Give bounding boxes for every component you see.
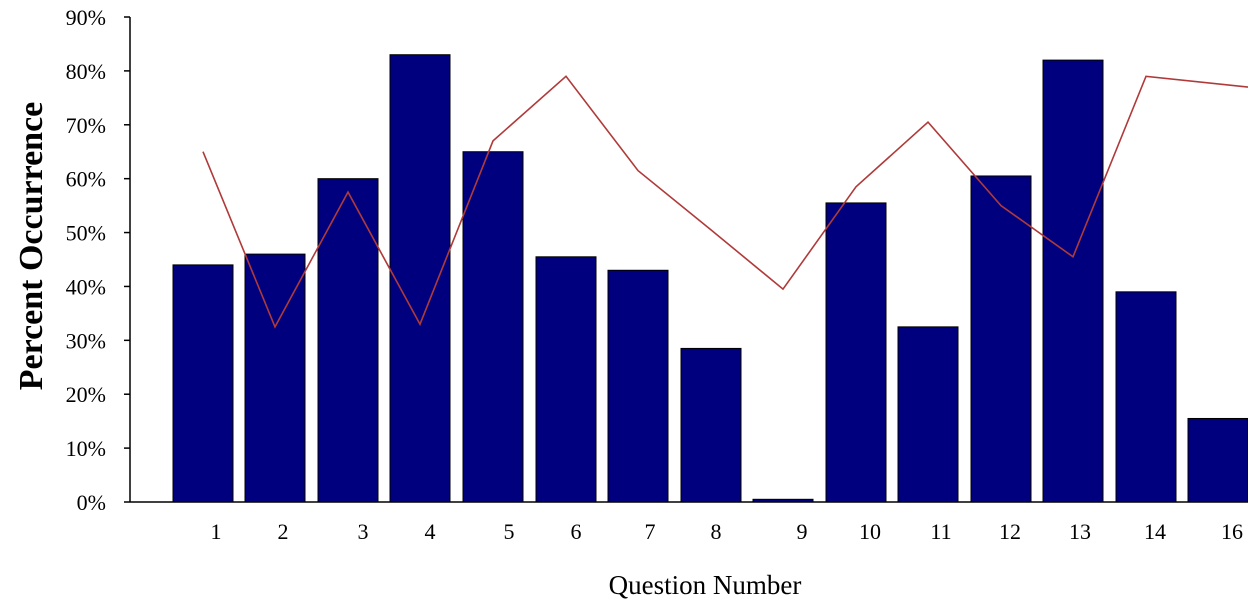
bar-16: [1187, 417, 1248, 503]
x-tick-label: 11: [930, 519, 951, 544]
x-tick-label: 6: [571, 519, 582, 544]
x-tick-label: 13: [1069, 519, 1091, 544]
y-tick-label: 90%: [66, 5, 106, 30]
x-tick-label: 1: [211, 519, 222, 544]
bar-5: [462, 151, 524, 503]
x-tick-label: 2: [278, 519, 289, 544]
line-series: [202, 75, 1248, 329]
y-tick-label: 0%: [77, 490, 106, 515]
series-line: [202, 75, 1248, 329]
y-tick-label: 10%: [66, 436, 106, 461]
bar-12: [970, 175, 1032, 503]
x-axis-ticks: 1 2 3 4 5 6 7 8 9 10 11 12 13 14 16: [211, 519, 1244, 544]
y-tick-label: 20%: [66, 382, 106, 407]
x-tick-label: 9: [797, 519, 808, 544]
bar-2: [244, 253, 306, 503]
y-tick-label: 30%: [66, 328, 106, 353]
y-tick-label: 80%: [66, 59, 106, 84]
y-tick-label: 40%: [66, 274, 106, 299]
x-tick-label: 5: [504, 519, 515, 544]
bar-series: [172, 54, 1248, 503]
x-tick-label: 16: [1221, 519, 1243, 544]
x-tick-label: 10: [859, 519, 881, 544]
bar-1: [172, 264, 234, 503]
y-axis-ticks: 0% 10% 20% 30% 40% 50% 60% 70% 80% 90%: [66, 5, 130, 515]
x-tick-label: 3: [358, 519, 369, 544]
x-tick-label: 4: [425, 519, 436, 544]
bar-11: [897, 326, 959, 503]
y-axis-title: Percent Occurrence: [13, 102, 50, 391]
bar-6: [535, 256, 597, 503]
bar-7: [607, 269, 669, 503]
x-tick-label: 7: [645, 519, 656, 544]
x-tick-label: 12: [999, 519, 1021, 544]
x-tick-label: 8: [711, 519, 722, 544]
y-tick-label: 60%: [66, 167, 106, 192]
x-tick-label: 14: [1144, 519, 1166, 544]
bar-4: [389, 54, 451, 503]
y-tick-label: 50%: [66, 221, 106, 246]
bar-10: [825, 202, 887, 503]
y-tick-label: 70%: [66, 113, 106, 138]
x-axis-title: Question Number: [609, 570, 802, 600]
bar-14: [1115, 291, 1177, 503]
bar-8: [680, 347, 742, 503]
bar-3: [317, 178, 379, 503]
bar-13: [1042, 59, 1104, 503]
